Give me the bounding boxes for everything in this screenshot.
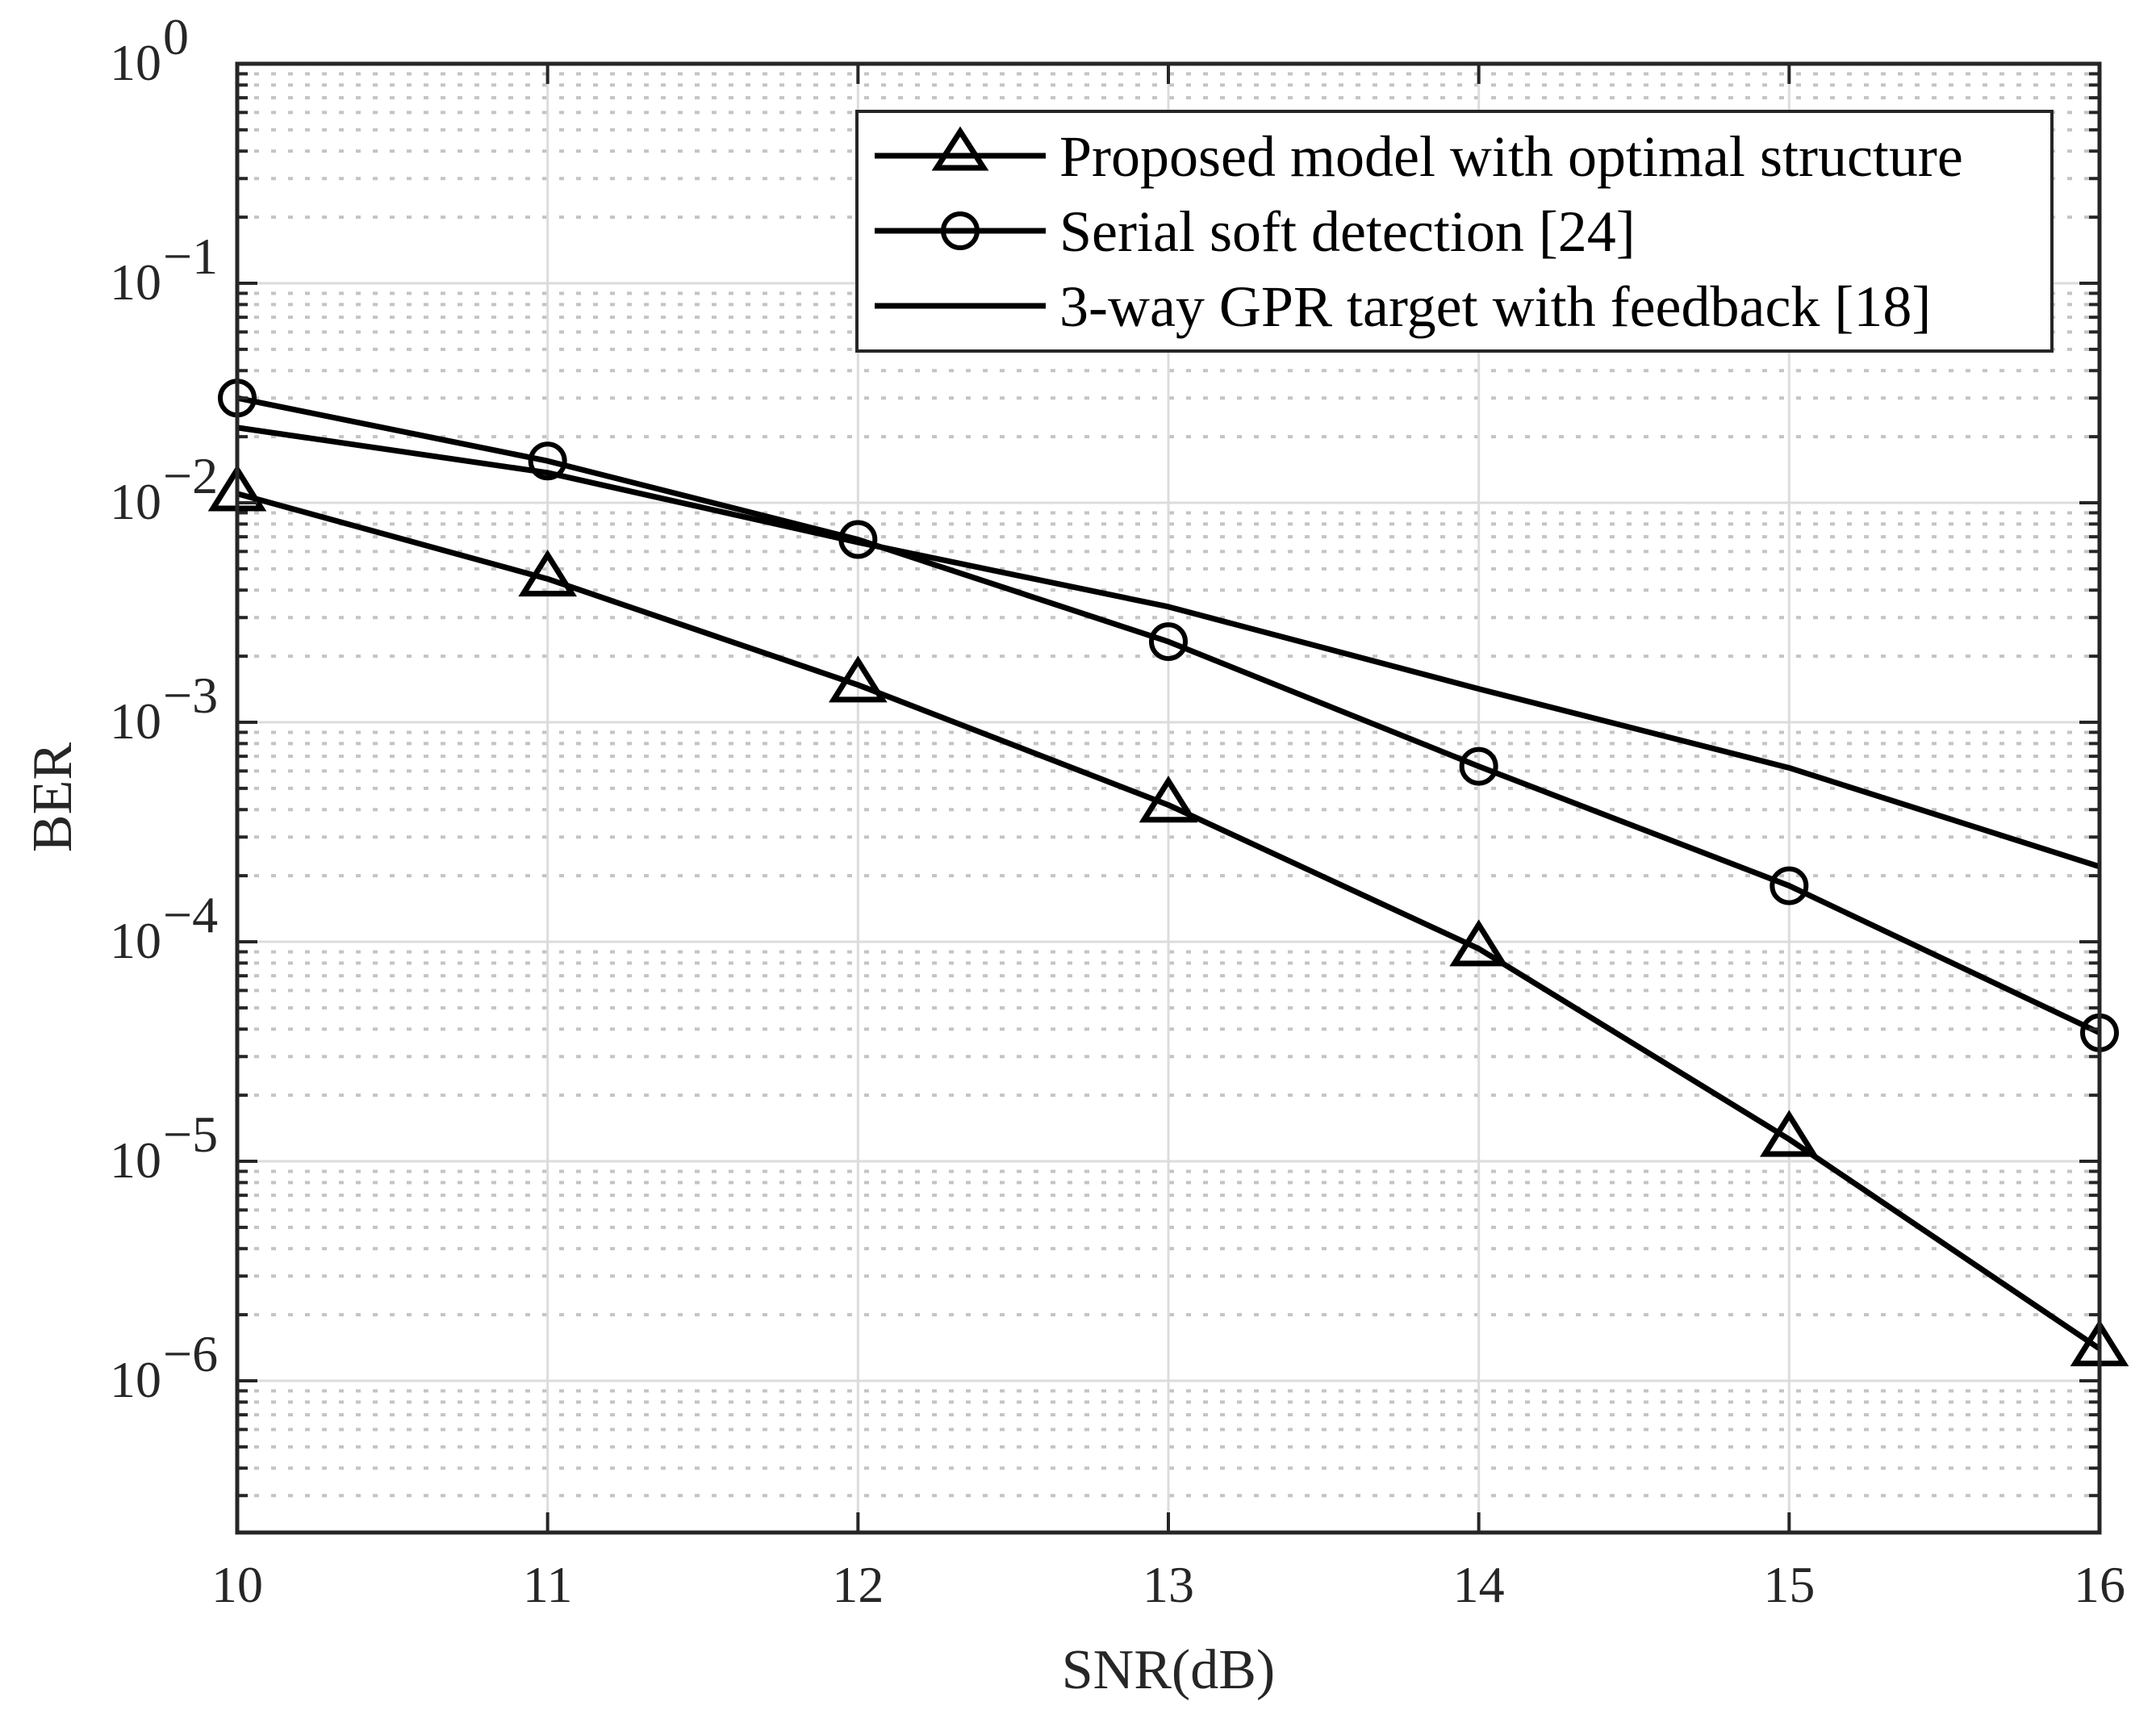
y-tick-label: 10 −2 [110,447,218,530]
y-tick-exponent: −5 [163,1106,218,1163]
legend-entry-gpr: 3-way GPR target with feedback [18] [875,274,1931,339]
x-tick-label: 16 [2074,1556,2125,1613]
triangle-marker-icon [931,126,989,171]
major-grid [237,64,2100,1533]
x-tick-label: 14 [1453,1556,1505,1613]
y-tick-base: 10 [110,692,161,750]
y-tick-exponent: −1 [163,228,218,285]
y-tick-exponent: −6 [163,1325,218,1382]
legend-label-proposed: Proposed model with optimal structure [1059,124,1963,189]
y-tick-label: 10 −5 [110,1106,218,1189]
x-tick-label: 15 [1763,1556,1815,1613]
legend-entry-proposed: Proposed model with optimal structure [875,124,1963,189]
y-tick-base: 10 [110,253,161,311]
y-tick-label: 10 −6 [110,1325,218,1408]
x-tick-label: 12 [832,1556,884,1613]
y-tick-exponent: −4 [163,886,218,943]
x-tick-label: 11 [523,1556,573,1613]
triangle-marker-icon [829,655,888,703]
y-tick-base: 10 [110,1131,161,1189]
y-tick-base: 10 [110,34,161,91]
triangle-marker-icon [1139,776,1198,823]
axis-ticks [236,62,2101,1533]
y-tick-exponent: −3 [163,667,218,724]
series-3 [236,424,2101,870]
y-tick-base: 10 [110,473,161,530]
y-axis-title: BER [22,742,84,852]
x-axis-title: SNR(dB) [1062,1639,1275,1701]
y-tick-label: 10 −3 [110,667,218,750]
circle-marker-icon [528,441,567,481]
triangle-marker-icon [1449,919,1508,967]
legend-label-gpr: 3-way GPR target with feedback [18] [1059,274,1931,339]
circle-marker-icon [941,211,980,250]
series-line [236,491,2101,1352]
legend-box [855,110,2054,353]
y-tick-base: 10 [110,1351,161,1408]
y-tick-label: 10 −4 [110,886,218,969]
x-tick-label: 13 [1143,1556,1194,1613]
series-line [236,424,2101,870]
legend-label-serial: Serial soft detection [24] [1059,199,1636,264]
circle-marker-icon [1149,622,1188,662]
triangle-marker-icon [518,549,577,597]
series-line [236,395,2101,1035]
circle-marker-icon [1459,746,1498,786]
triangle-marker-icon [1760,1110,1819,1157]
y-tick-label: 10 −1 [110,228,218,311]
y-tick-exponent: 0 [163,8,189,65]
y-tick-exponent: −2 [163,447,218,504]
circle-marker-icon [1770,866,1809,905]
x-tick-label: 10 [211,1556,263,1613]
y-tick-label: 10 0 [110,8,189,91]
legend: Proposed model with optimal structure Se… [855,110,2054,353]
legend-entry-serial: Serial soft detection [24] [875,199,1636,264]
x-axis-tick-labels: 10 11 12 13 14 15 16 [211,1556,2125,1613]
y-tick-base: 10 [110,912,161,969]
